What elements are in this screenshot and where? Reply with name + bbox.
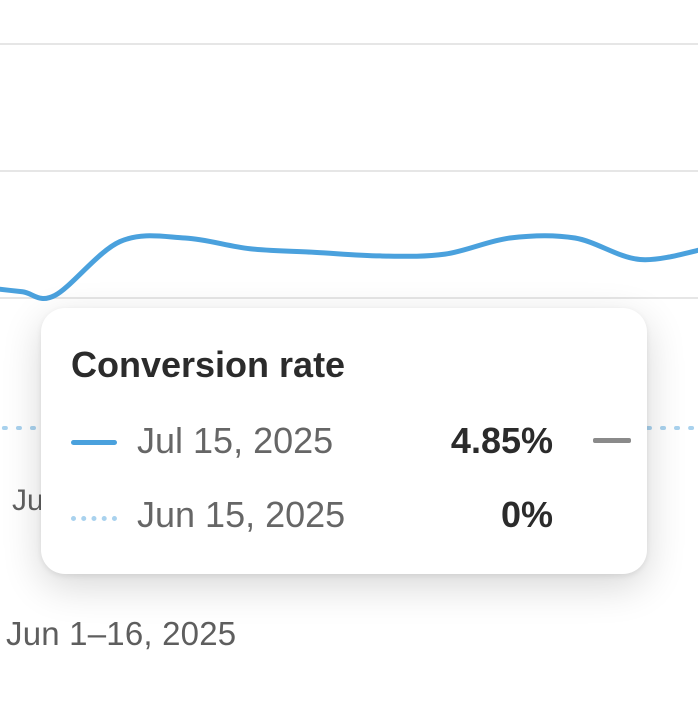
date-range-legend-label: Jun 1–16, 2025 (6, 615, 237, 652)
tooltip-row-value: 0% (500, 494, 553, 535)
tooltip-row-previous: Jun 15, 2025 0% (71, 492, 631, 542)
current-period-series-line (0, 233, 698, 301)
dotted-line-swatch-icon (71, 516, 117, 521)
tooltip-row-date: Jul 15, 2025 (137, 420, 334, 461)
tooltip-row-value: 4.85% (450, 420, 553, 461)
tooltip-title: Conversion rate (71, 344, 346, 385)
tooltip-row-current: Jul 15, 2025 4.85% (71, 418, 631, 468)
chart-tooltip: Conversion rate Jul 15, 2025 4.85% Jun 1… (41, 308, 647, 574)
solid-line-swatch-icon (71, 440, 117, 445)
x-axis-tick-label: Ju (12, 484, 44, 517)
tooltip-row-date: Jun 15, 2025 (137, 494, 346, 535)
change-indicator-dash-icon (593, 438, 631, 443)
